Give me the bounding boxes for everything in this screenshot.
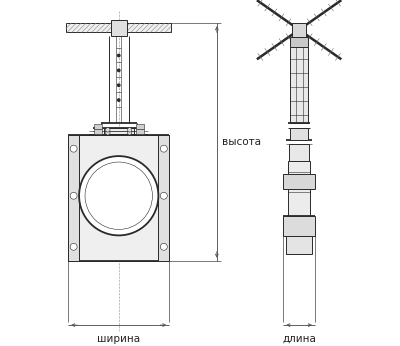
Bar — [292, 23, 306, 37]
Bar — [283, 174, 315, 189]
Bar — [66, 23, 171, 32]
Bar — [111, 20, 127, 36]
Circle shape — [106, 131, 110, 135]
Bar — [94, 124, 102, 129]
Bar — [290, 47, 308, 123]
Circle shape — [160, 145, 167, 152]
Bar — [283, 216, 315, 236]
Bar — [158, 135, 169, 261]
Circle shape — [85, 162, 152, 229]
Bar — [290, 128, 308, 140]
Bar — [290, 37, 308, 47]
Circle shape — [79, 156, 158, 235]
Bar — [289, 144, 309, 161]
Circle shape — [160, 243, 167, 250]
Bar — [136, 124, 144, 129]
Bar — [288, 161, 310, 216]
Bar — [68, 135, 79, 261]
Circle shape — [106, 128, 110, 132]
Circle shape — [70, 243, 77, 250]
Bar — [104, 128, 134, 135]
Text: ширина: ширина — [97, 334, 140, 344]
Circle shape — [128, 128, 132, 132]
Text: высота: высота — [222, 137, 261, 147]
Circle shape — [70, 192, 77, 199]
Circle shape — [160, 192, 167, 199]
Bar — [94, 129, 102, 134]
Circle shape — [128, 131, 132, 135]
Circle shape — [118, 99, 120, 101]
Circle shape — [118, 69, 120, 72]
Bar — [136, 129, 144, 134]
Circle shape — [70, 145, 77, 152]
Bar — [286, 236, 312, 254]
Circle shape — [118, 84, 120, 86]
Circle shape — [118, 54, 120, 57]
Text: длина: длина — [282, 334, 316, 344]
Bar — [68, 135, 169, 261]
